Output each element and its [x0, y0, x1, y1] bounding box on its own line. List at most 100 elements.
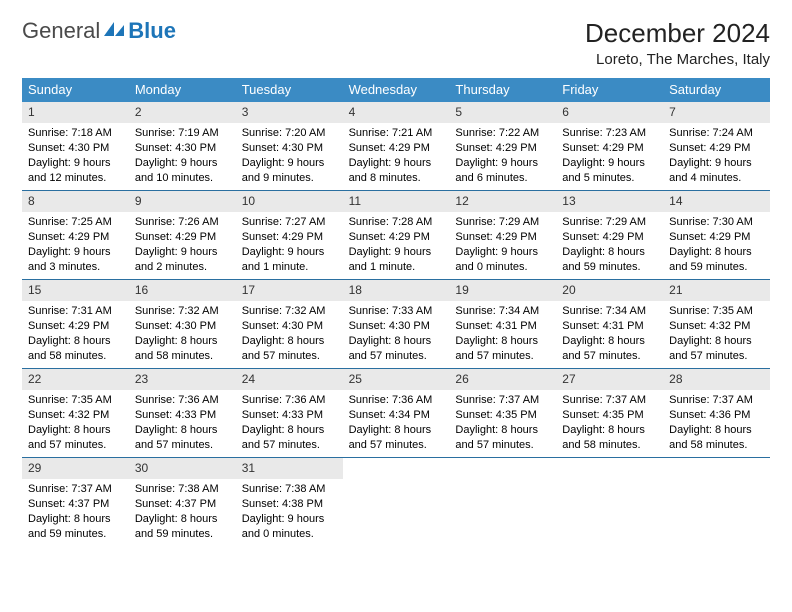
day-info-line: Sunrise: 7:37 AM — [28, 482, 123, 497]
calendar-cell: 29Sunrise: 7:37 AMSunset: 4:37 PMDayligh… — [22, 458, 129, 546]
day-number: 15 — [22, 280, 129, 301]
day-info-line: Daylight: 8 hours — [669, 334, 764, 349]
day-info-line: Sunset: 4:29 PM — [455, 141, 550, 156]
day-info-line: and 57 minutes. — [242, 349, 337, 364]
day-info-line: and 57 minutes. — [562, 349, 657, 364]
day-info-line: Daylight: 8 hours — [349, 423, 444, 438]
day-info-line: Daylight: 9 hours — [349, 156, 444, 171]
day-info-line: Sunrise: 7:36 AM — [135, 393, 230, 408]
day-info-line: Sunrise: 7:20 AM — [242, 126, 337, 141]
day-number: 10 — [236, 191, 343, 212]
day-info-line: Sunset: 4:31 PM — [455, 319, 550, 334]
day-info: Sunrise: 7:19 AMSunset: 4:30 PMDaylight:… — [129, 123, 236, 189]
logo-text-1: General — [22, 18, 100, 44]
day-info-line: Sunrise: 7:37 AM — [455, 393, 550, 408]
day-info: Sunrise: 7:26 AMSunset: 4:29 PMDaylight:… — [129, 212, 236, 278]
day-info-line: Sunset: 4:30 PM — [135, 141, 230, 156]
day-info-line: Sunrise: 7:34 AM — [562, 304, 657, 319]
day-info-line: Daylight: 9 hours — [135, 245, 230, 260]
day-info-line: Daylight: 9 hours — [28, 156, 123, 171]
day-number: 28 — [663, 369, 770, 390]
calendar-cell: 6Sunrise: 7:23 AMSunset: 4:29 PMDaylight… — [556, 102, 663, 190]
day-info-line: Sunset: 4:29 PM — [28, 319, 123, 334]
day-info: Sunrise: 7:31 AMSunset: 4:29 PMDaylight:… — [22, 301, 129, 367]
day-info-line: Sunrise: 7:37 AM — [669, 393, 764, 408]
day-info-line: and 58 minutes. — [135, 349, 230, 364]
calendar-cell: 22Sunrise: 7:35 AMSunset: 4:32 PMDayligh… — [22, 369, 129, 457]
day-info-line: and 10 minutes. — [135, 171, 230, 186]
day-info-line: and 0 minutes. — [455, 260, 550, 275]
day-info-line: and 5 minutes. — [562, 171, 657, 186]
calendar-cell-blank — [663, 458, 770, 546]
day-info-line: and 58 minutes. — [28, 349, 123, 364]
day-number: 8 — [22, 191, 129, 212]
day-info-line: Sunrise: 7:38 AM — [242, 482, 337, 497]
day-info: Sunrise: 7:18 AMSunset: 4:30 PMDaylight:… — [22, 123, 129, 189]
calendar-cell: 27Sunrise: 7:37 AMSunset: 4:35 PMDayligh… — [556, 369, 663, 457]
day-info-line: Sunset: 4:37 PM — [135, 497, 230, 512]
day-number: 12 — [449, 191, 556, 212]
day-info-line: Daylight: 8 hours — [135, 512, 230, 527]
calendar-cell: 26Sunrise: 7:37 AMSunset: 4:35 PMDayligh… — [449, 369, 556, 457]
day-info-line: Sunset: 4:29 PM — [28, 230, 123, 245]
day-info-line: and 2 minutes. — [135, 260, 230, 275]
day-info-line: Sunrise: 7:26 AM — [135, 215, 230, 230]
dow-header: Saturday — [663, 78, 770, 102]
calendar-cell: 12Sunrise: 7:29 AMSunset: 4:29 PMDayligh… — [449, 191, 556, 279]
day-info-line: and 57 minutes. — [455, 438, 550, 453]
calendar-cell-blank — [343, 458, 450, 546]
day-number: 23 — [129, 369, 236, 390]
day-info-line: Sunrise: 7:31 AM — [28, 304, 123, 319]
day-info: Sunrise: 7:23 AMSunset: 4:29 PMDaylight:… — [556, 123, 663, 189]
day-info-line: Sunset: 4:33 PM — [135, 408, 230, 423]
calendar-cell-blank — [556, 458, 663, 546]
day-info-line: Daylight: 8 hours — [135, 423, 230, 438]
day-number: 2 — [129, 102, 236, 123]
calendar-cell: 13Sunrise: 7:29 AMSunset: 4:29 PMDayligh… — [556, 191, 663, 279]
day-info: Sunrise: 7:37 AMSunset: 4:36 PMDaylight:… — [663, 390, 770, 456]
day-info-line: and 57 minutes. — [135, 438, 230, 453]
day-info-line: Sunrise: 7:22 AM — [455, 126, 550, 141]
day-info-line: Sunset: 4:35 PM — [562, 408, 657, 423]
day-info: Sunrise: 7:38 AMSunset: 4:37 PMDaylight:… — [129, 479, 236, 545]
day-number: 17 — [236, 280, 343, 301]
day-info-line: Sunrise: 7:32 AM — [135, 304, 230, 319]
day-number: 16 — [129, 280, 236, 301]
calendar-cell: 5Sunrise: 7:22 AMSunset: 4:29 PMDaylight… — [449, 102, 556, 190]
day-info-line: and 6 minutes. — [455, 171, 550, 186]
day-info-line: Sunset: 4:29 PM — [349, 141, 444, 156]
day-info-line: and 59 minutes. — [28, 527, 123, 542]
day-info-line: Sunset: 4:29 PM — [455, 230, 550, 245]
calendar-cell: 7Sunrise: 7:24 AMSunset: 4:29 PMDaylight… — [663, 102, 770, 190]
day-info-line: Daylight: 8 hours — [28, 334, 123, 349]
day-info-line: Sunrise: 7:36 AM — [242, 393, 337, 408]
calendar-cell-blank — [449, 458, 556, 546]
day-info-line: Daylight: 8 hours — [242, 334, 337, 349]
dow-header: Tuesday — [236, 78, 343, 102]
day-info-line: Sunrise: 7:19 AM — [135, 126, 230, 141]
day-info-line: Sunset: 4:34 PM — [349, 408, 444, 423]
day-info-line: Sunrise: 7:35 AM — [669, 304, 764, 319]
calendar-cell: 30Sunrise: 7:38 AMSunset: 4:37 PMDayligh… — [129, 458, 236, 546]
day-info: Sunrise: 7:29 AMSunset: 4:29 PMDaylight:… — [556, 212, 663, 278]
day-info-line: Sunset: 4:32 PM — [28, 408, 123, 423]
day-info-line: Daylight: 9 hours — [242, 512, 337, 527]
dow-header: Thursday — [449, 78, 556, 102]
day-info-line: Daylight: 9 hours — [28, 245, 123, 260]
day-info: Sunrise: 7:34 AMSunset: 4:31 PMDaylight:… — [556, 301, 663, 367]
day-info-line: Daylight: 8 hours — [28, 512, 123, 527]
day-number: 25 — [343, 369, 450, 390]
day-number: 27 — [556, 369, 663, 390]
day-info-line: Daylight: 9 hours — [135, 156, 230, 171]
day-info-line: Sunrise: 7:38 AM — [135, 482, 230, 497]
day-info: Sunrise: 7:20 AMSunset: 4:30 PMDaylight:… — [236, 123, 343, 189]
calendar-cell: 3Sunrise: 7:20 AMSunset: 4:30 PMDaylight… — [236, 102, 343, 190]
day-info-line: Daylight: 9 hours — [455, 156, 550, 171]
day-info-line: and 57 minutes. — [349, 349, 444, 364]
day-info-line: Daylight: 8 hours — [562, 423, 657, 438]
day-info-line: Sunrise: 7:21 AM — [349, 126, 444, 141]
day-info-line: and 57 minutes. — [349, 438, 444, 453]
day-info: Sunrise: 7:35 AMSunset: 4:32 PMDaylight:… — [663, 301, 770, 367]
calendar-cell: 8Sunrise: 7:25 AMSunset: 4:29 PMDaylight… — [22, 191, 129, 279]
day-info-line: Daylight: 9 hours — [242, 156, 337, 171]
